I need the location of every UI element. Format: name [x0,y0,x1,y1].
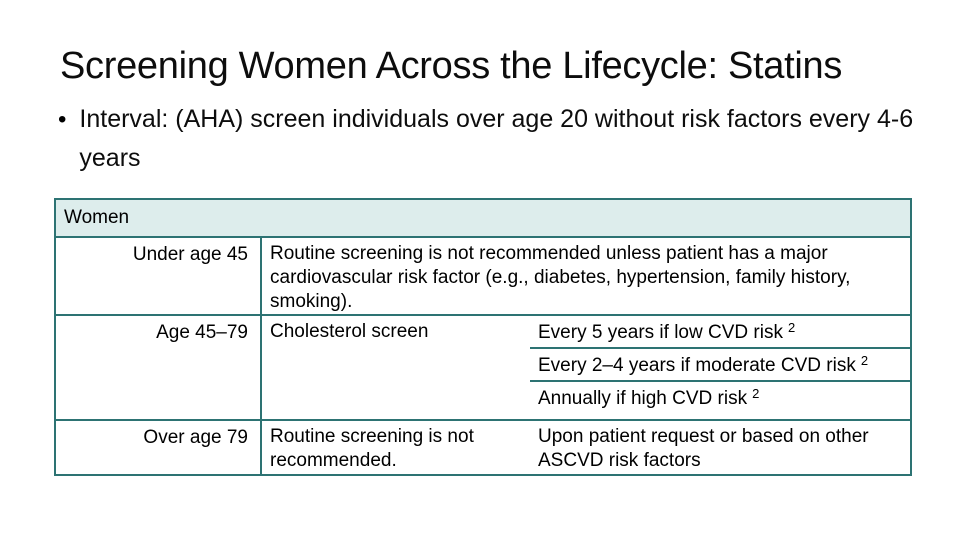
screen-cell: Routine screening is not recommended. [270,426,474,471]
interval-text: Every 5 years if low CVD risk [538,322,783,343]
interval-cell: Every 5 years if low CVD risk 2 [530,316,910,349]
footnote-marker: 2 [860,353,869,368]
interval-cell-group: Every 5 years if low CVD risk 2 Every 2–4… [530,316,910,419]
age-cell: Under age 45 [56,238,262,314]
interval-cell: Every 2–4 years if moderate CVD risk 2 [530,349,910,382]
bullet-marker-icon: • [58,106,67,133]
bullet-item: • Interval: (AHA) screen individuals ove… [58,100,930,178]
screen-cell: Cholesterol screen [270,321,429,342]
table-row-45-79: Age 45–79 Cholesterol screen Every 5 yea… [56,314,910,419]
screen-cell: Routine screening is not recommended unl… [270,243,851,312]
table-row-under-45: Under age 45 Routine screening is not re… [56,236,910,314]
slide-title: Screening Women Across the Lifecycle: St… [60,45,843,87]
interval-text: Annually if high CVD risk [538,388,748,409]
interval-cell: Upon patient request or based on other A… [538,426,869,471]
interval-cell: Annually if high CVD risk 2 [530,382,910,419]
table-header-women: Women [56,200,910,236]
bullet-text: Interval: (AHA) screen individuals over … [79,105,914,172]
age-cell: Age 45–79 [56,316,262,419]
screening-table: Women Under age 45 Routine screening is … [54,198,912,476]
age-cell: Over age 79 [56,421,262,474]
table-row-over-79: Over age 79 Routine screening is not rec… [56,419,910,474]
footnote-marker: 2 [787,320,796,335]
interval-text: Every 2–4 years if moderate CVD risk [538,355,856,376]
footnote-marker: 2 [752,386,760,401]
